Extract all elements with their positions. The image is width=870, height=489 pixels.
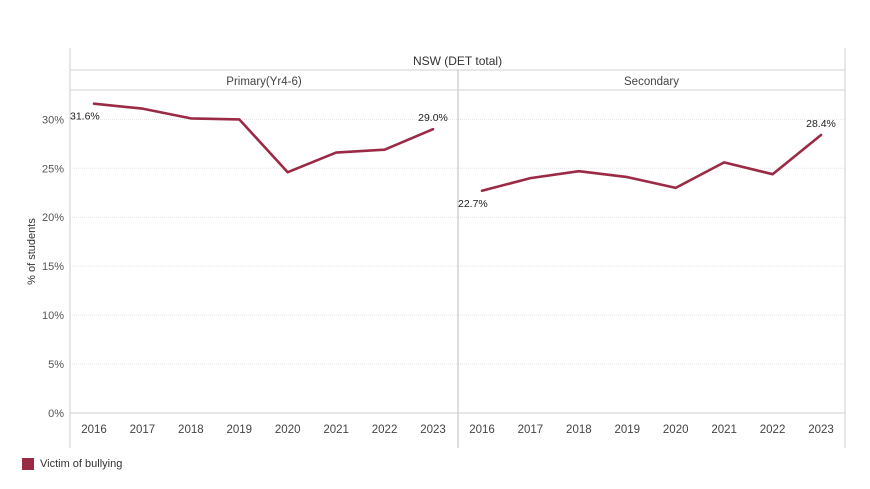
x-tick-label: 2023 — [420, 424, 446, 436]
x-tick-label: 2016 — [469, 424, 495, 436]
x-tick-label: 2022 — [760, 424, 786, 436]
data-label: 29.0% — [418, 112, 448, 124]
x-tick-label: 2016 — [81, 424, 107, 436]
y-axis-label: % of students — [26, 218, 38, 285]
panel-header: Secondary — [624, 76, 679, 88]
data-label: 28.4% — [806, 118, 836, 130]
y-tick-label: 15% — [42, 261, 64, 273]
x-tick-label: 2019 — [614, 424, 640, 436]
legend-label: Victim of bullying — [40, 458, 123, 470]
y-tick-label: 5% — [48, 359, 64, 371]
x-tick-label: 2021 — [711, 424, 737, 436]
legend: Victim of bullying — [22, 458, 122, 470]
panel-header: Primary(Yr4-6) — [226, 76, 302, 88]
data-label: 31.6% — [70, 111, 100, 123]
y-tick-label: 30% — [42, 114, 64, 126]
super-header: NSW (DET total) — [413, 54, 502, 68]
legend-swatch — [22, 458, 34, 470]
x-tick-label: 2019 — [226, 424, 252, 436]
x-tick-label: 2017 — [518, 424, 544, 436]
x-tick-label: 2018 — [566, 424, 592, 436]
x-tick-label: 2021 — [323, 424, 349, 436]
y-tick-label: 25% — [42, 163, 64, 175]
x-tick-label: 2017 — [130, 424, 156, 436]
y-tick-label: 20% — [42, 212, 64, 224]
y-tick-label: 10% — [42, 310, 64, 322]
x-tick-label: 2022 — [372, 424, 398, 436]
data-label: 22.7% — [458, 198, 488, 210]
series-line — [480, 133, 823, 193]
series-line — [92, 102, 435, 174]
y-tick-label: 0% — [48, 408, 64, 420]
x-tick-label: 2018 — [178, 424, 204, 436]
x-tick-label: 2020 — [663, 424, 689, 436]
x-tick-label: 2023 — [808, 424, 834, 436]
x-tick-label: 2020 — [275, 424, 301, 436]
